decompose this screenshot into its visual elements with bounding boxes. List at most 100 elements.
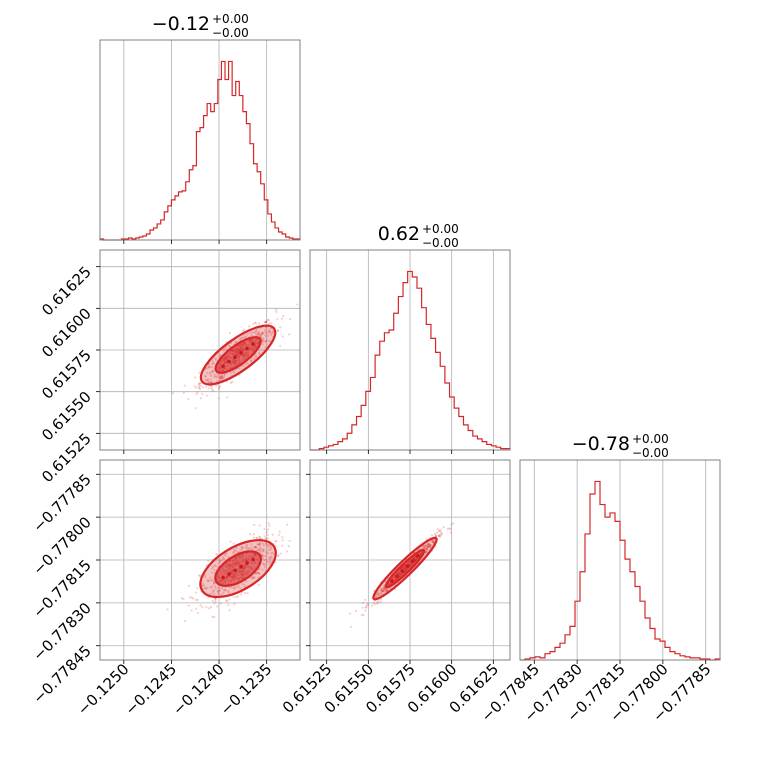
pair-1-point	[240, 545, 243, 549]
pair-0-point	[229, 371, 232, 374]
pair-1-point	[262, 549, 265, 552]
pair-1-point	[243, 583, 246, 586]
pair-1-point	[227, 591, 230, 594]
pair-1-point	[258, 543, 261, 546]
pair-2-point	[348, 612, 352, 615]
pair-1-point	[252, 536, 255, 539]
pair-1-point	[245, 545, 248, 548]
panels-layer: −0.1250−0.1245−0.1240−0.1235 0.615250.615…	[29, 39, 721, 726]
pair-1-point	[201, 606, 204, 609]
pair-1-point	[225, 552, 228, 555]
pair-2-point	[355, 609, 358, 613]
pair-1-point	[236, 550, 239, 553]
pair-2-point	[417, 548, 420, 551]
pair-1-point	[206, 578, 210, 582]
pair-1-point	[277, 554, 280, 557]
hist-2-title-upper: +0.00	[632, 432, 669, 446]
pair-1-point	[187, 604, 190, 607]
pair-1-point	[194, 591, 198, 594]
pair-0-point	[204, 374, 207, 377]
pair-2-marks	[348, 522, 455, 628]
pair-1-point	[258, 572, 261, 575]
pair-2-point	[432, 541, 435, 544]
pair-2-point	[439, 529, 442, 532]
pair-1-point	[213, 592, 216, 596]
pair-1-point	[196, 599, 199, 602]
pair-0-point	[204, 375, 207, 378]
pair-0-point	[264, 340, 267, 343]
pair-1-point	[232, 550, 235, 554]
pair-2-point	[424, 547, 427, 550]
pair-2-core-dot	[390, 579, 394, 583]
pair-0-point	[277, 329, 280, 332]
pair-2-point	[380, 587, 384, 590]
pair-2-point	[381, 590, 385, 593]
pair-2-point	[377, 594, 380, 597]
pair-1-point	[214, 587, 218, 590]
pair-2-point	[432, 540, 435, 543]
pair-1-point	[271, 533, 274, 536]
pair-0-point	[244, 362, 248, 366]
x-tick-label-0-0: −0.1250	[74, 660, 133, 719]
pair-1-point	[192, 597, 195, 600]
pair-1-point	[227, 555, 230, 559]
pair-1-point	[224, 588, 227, 592]
pair-0-point	[268, 328, 271, 331]
pair-2-point	[385, 587, 388, 591]
pair-1-point	[197, 574, 201, 577]
pair-0-point	[196, 391, 199, 394]
pair-2-point	[385, 589, 389, 593]
pair-2-point	[376, 602, 379, 606]
pair-0-point	[217, 387, 220, 391]
pair-1-point	[286, 523, 289, 526]
pair-2-point	[429, 543, 432, 547]
pair-0-point	[255, 329, 258, 332]
pair-0-point	[242, 364, 246, 367]
pair-1-point	[222, 591, 225, 595]
pair-0-point	[217, 397, 220, 400]
pair-0-core-dot	[221, 364, 225, 368]
pair-1-point	[258, 543, 261, 546]
pair-1-point	[270, 556, 273, 559]
pair-1-point	[281, 536, 284, 539]
pair-1-point	[268, 524, 271, 527]
pair-1-point	[232, 552, 235, 555]
pair-2-point	[424, 544, 428, 548]
pair-1-point	[213, 615, 216, 619]
pair-1-point	[264, 558, 267, 562]
pair-0-point	[207, 380, 210, 384]
pair-0-point	[270, 332, 273, 335]
pair-2-point	[426, 543, 429, 546]
pair-2-point	[380, 589, 383, 592]
pair-1-point	[217, 592, 220, 595]
pair-1-point	[208, 593, 211, 596]
pair-2-point	[427, 545, 430, 548]
pair-0-point	[224, 346, 228, 349]
pair-1-point	[255, 546, 258, 549]
pair-2-point	[380, 591, 383, 595]
pair-0-point	[217, 375, 220, 378]
pair-0-point	[198, 382, 201, 385]
pair-0-point	[263, 321, 266, 324]
pair-1-core-dot	[251, 557, 255, 562]
pair-0-core-dot	[251, 342, 255, 346]
pair-0-point	[261, 343, 264, 346]
pair-2-point	[426, 547, 429, 550]
pair-2-point	[449, 527, 452, 530]
pair-1-point	[246, 543, 249, 547]
pair-0-point	[249, 331, 252, 334]
pair-2-point	[380, 588, 383, 591]
pair-1-point	[268, 560, 271, 563]
pair-1-point	[253, 546, 256, 549]
pair-1-point	[288, 539, 291, 543]
pair-0-point	[199, 384, 202, 387]
pair-0-point	[261, 338, 264, 341]
pair-1-point	[240, 549, 244, 552]
pair-0-point	[266, 318, 270, 321]
pair-1-point	[209, 579, 212, 582]
pair-0-point	[219, 354, 222, 357]
pair-1-core-dot	[239, 564, 243, 569]
pair-1-point	[206, 586, 209, 589]
hist-0-steps	[99, 60, 301, 241]
pair-1-point	[239, 593, 242, 596]
